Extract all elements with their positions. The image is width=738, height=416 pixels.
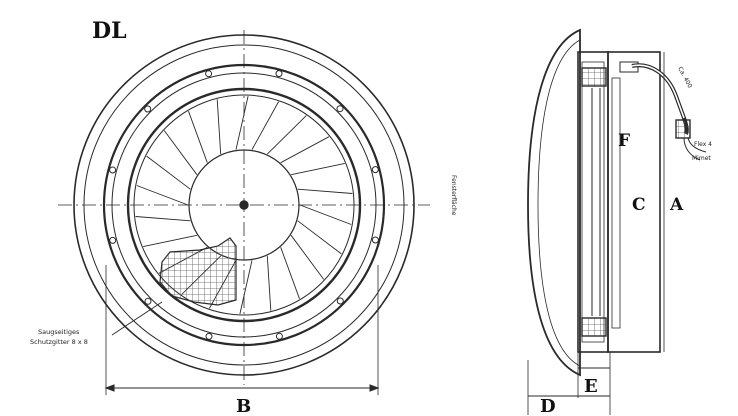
screw-hole — [205, 70, 213, 78]
screw-hole — [275, 332, 283, 340]
fan-blade — [280, 247, 300, 299]
label-f: F — [618, 131, 630, 151]
fan-blade — [299, 204, 352, 225]
screw-hole — [336, 105, 344, 113]
housing-liner — [611, 77, 621, 329]
cable-wires — [683, 137, 707, 161]
callout-text-line1: Saugseitiges — [38, 328, 80, 336]
label-c: C — [632, 195, 646, 215]
fan-blade — [135, 216, 191, 222]
fan-blade — [235, 96, 249, 150]
fan-blade — [136, 185, 189, 206]
fan-blade — [297, 220, 342, 255]
label-a: A — [669, 195, 684, 215]
fan-blade — [251, 101, 279, 150]
cable-note-1: Ca. 400 — [676, 66, 693, 90]
callout-text-line2: Schutzgitter 8 x 8 — [30, 338, 88, 346]
fan-blade — [297, 188, 353, 194]
callout-leader — [111, 301, 163, 336]
screw-hole — [144, 105, 152, 113]
fan-blade — [216, 99, 222, 155]
screw-hole — [109, 166, 117, 174]
cover-dome — [527, 28, 581, 377]
screw-hole — [336, 297, 344, 305]
flange — [577, 51, 609, 353]
fan-blade — [266, 115, 307, 155]
dimension-b-arrow-left — [104, 384, 115, 392]
fan-blade — [188, 111, 208, 163]
dimension-b-label: B — [236, 396, 251, 416]
front-view — [58, 30, 430, 395]
cable-core — [631, 64, 685, 119]
screw-hole — [371, 166, 379, 174]
fan-blade — [280, 136, 330, 164]
screw-holes — [109, 70, 379, 340]
mesh-grille — [159, 237, 237, 306]
fan-blade — [239, 260, 253, 314]
top-clip — [581, 67, 607, 87]
side-note-text: Fensterfläche — [450, 175, 457, 216]
cover-dome-inner — [537, 39, 581, 367]
fan-blade — [146, 155, 191, 190]
fan-blades — [135, 96, 353, 314]
screw-hole — [144, 297, 152, 305]
flange-inner — [581, 61, 605, 343]
cable-connector — [675, 119, 691, 139]
dimension-b-arrow-right — [369, 384, 380, 392]
cable-note-2: Flex 4 — [694, 141, 712, 148]
housing — [607, 51, 661, 353]
fan-blade — [143, 234, 197, 248]
label-e: E — [584, 376, 598, 397]
side-view — [527, 28, 707, 415]
screw-hole — [205, 332, 213, 340]
fan-blade — [291, 162, 345, 176]
screw-hole — [275, 70, 283, 78]
screw-hole — [371, 236, 379, 244]
cable-note-3: Mimet — [692, 155, 711, 162]
front-view-title: DL — [92, 18, 127, 44]
label-d: D — [540, 396, 556, 416]
screw-hole — [109, 236, 117, 244]
fan-blade — [266, 255, 272, 311]
bottom-clip — [581, 317, 607, 337]
fan-blade — [290, 235, 325, 280]
fan-blade — [163, 130, 198, 175]
